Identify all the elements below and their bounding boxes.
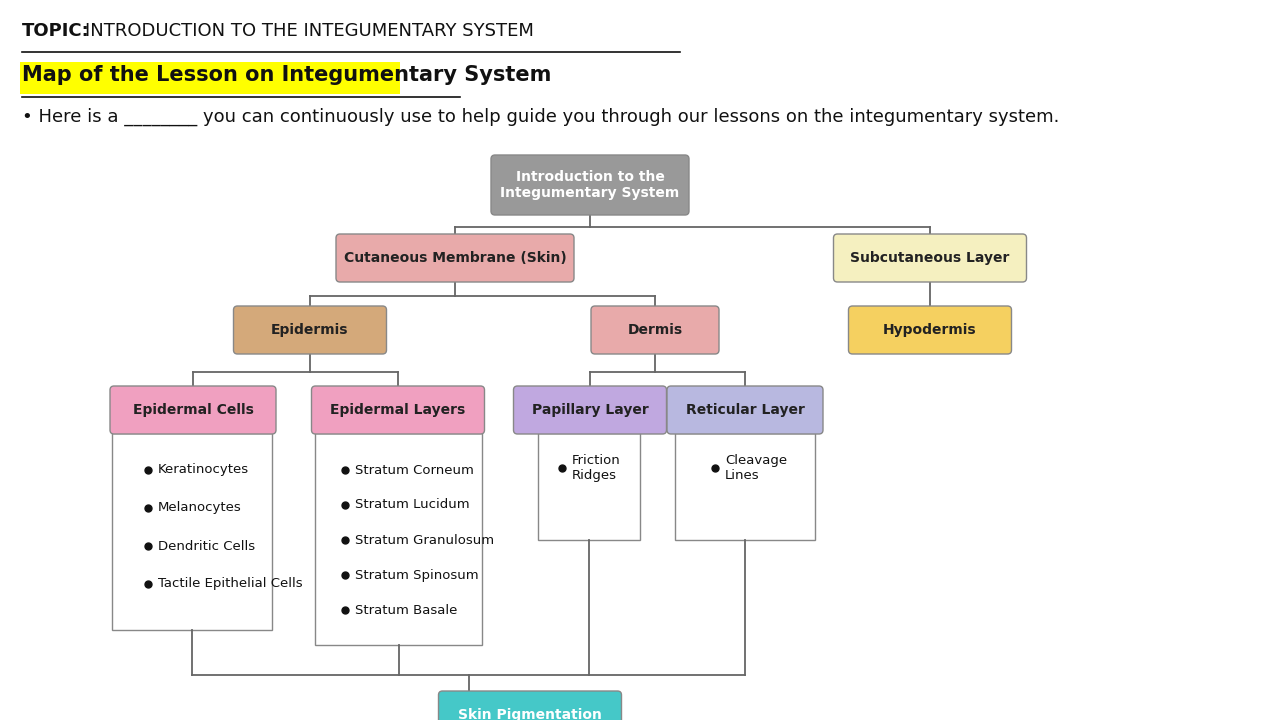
- Text: Keratinocytes: Keratinocytes: [157, 464, 250, 477]
- Text: Stratum Granulosum: Stratum Granulosum: [355, 534, 494, 546]
- Text: Epidermal Layers: Epidermal Layers: [330, 403, 466, 417]
- FancyBboxPatch shape: [439, 691, 622, 720]
- Text: TOPIC:: TOPIC:: [22, 22, 90, 40]
- Text: Epidermal Cells: Epidermal Cells: [133, 403, 253, 417]
- FancyBboxPatch shape: [311, 386, 485, 434]
- Text: Dendritic Cells: Dendritic Cells: [157, 539, 255, 552]
- Bar: [315, 433, 483, 645]
- Text: Stratum Spinosum: Stratum Spinosum: [355, 569, 479, 582]
- Text: Papillary Layer: Papillary Layer: [531, 403, 649, 417]
- Text: Dermis: Dermis: [627, 323, 682, 337]
- FancyBboxPatch shape: [513, 386, 667, 434]
- FancyBboxPatch shape: [335, 234, 573, 282]
- FancyBboxPatch shape: [233, 306, 387, 354]
- FancyBboxPatch shape: [833, 234, 1027, 282]
- Text: Hypodermis: Hypodermis: [883, 323, 977, 337]
- Text: Stratum Basale: Stratum Basale: [355, 603, 457, 616]
- Bar: [20, 62, 399, 94]
- FancyBboxPatch shape: [591, 306, 719, 354]
- Text: Reticular Layer: Reticular Layer: [686, 403, 804, 417]
- Text: Subcutaneous Layer: Subcutaneous Layer: [850, 251, 1010, 265]
- Bar: [538, 433, 640, 540]
- Text: Skin Pigmentation: Skin Pigmentation: [458, 708, 602, 720]
- Text: Stratum Corneum: Stratum Corneum: [355, 464, 474, 477]
- Text: Map of the Lesson on Integumentary System: Map of the Lesson on Integumentary Syste…: [22, 65, 552, 85]
- Text: Cleavage
Lines: Cleavage Lines: [724, 454, 787, 482]
- Text: Stratum Lucidum: Stratum Lucidum: [355, 498, 470, 511]
- Text: Epidermis: Epidermis: [271, 323, 348, 337]
- Text: Friction
Ridges: Friction Ridges: [572, 454, 621, 482]
- Text: Tactile Epithelial Cells: Tactile Epithelial Cells: [157, 577, 302, 590]
- FancyBboxPatch shape: [492, 155, 689, 215]
- Text: INTRODUCTION TO THE INTEGUMENTARY SYSTEM: INTRODUCTION TO THE INTEGUMENTARY SYSTEM: [84, 22, 534, 40]
- FancyBboxPatch shape: [110, 386, 276, 434]
- Bar: [675, 433, 815, 540]
- FancyBboxPatch shape: [667, 386, 823, 434]
- Bar: [113, 433, 273, 630]
- Text: • Here is a ________ you can continuously use to help guide you through our less: • Here is a ________ you can continuousl…: [22, 108, 1060, 126]
- Text: Cutaneous Membrane (Skin): Cutaneous Membrane (Skin): [343, 251, 566, 265]
- Text: Introduction to the
Integumentary System: Introduction to the Integumentary System: [500, 170, 680, 200]
- Text: Melanocytes: Melanocytes: [157, 502, 242, 515]
- FancyBboxPatch shape: [849, 306, 1011, 354]
